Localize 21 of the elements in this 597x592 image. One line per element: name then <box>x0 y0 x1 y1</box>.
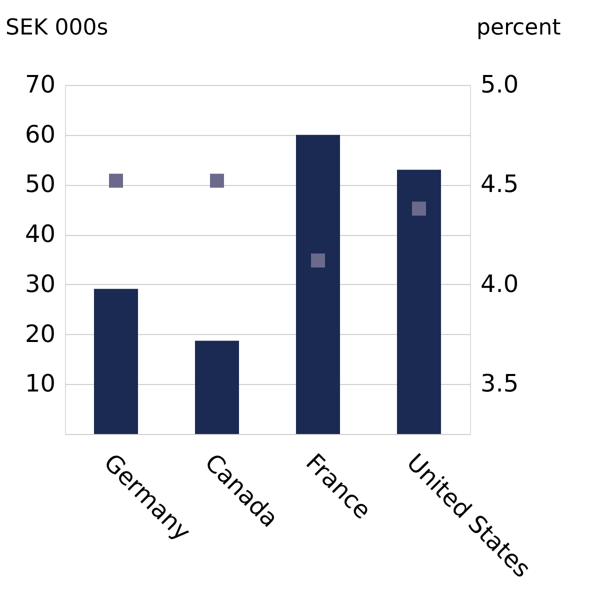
y2-tick-label: 4.5 <box>480 170 519 198</box>
y-tick-label: 20 <box>24 320 56 348</box>
point <box>311 253 325 268</box>
y-axis-title: SEK 000s <box>6 16 108 40</box>
y-tick-label: 50 <box>24 170 56 198</box>
y-tick-label: 40 <box>24 220 56 248</box>
bar <box>296 134 340 434</box>
bar <box>94 288 138 434</box>
y-tick-label: 70 <box>24 70 56 98</box>
bar <box>195 340 239 434</box>
point <box>210 174 224 188</box>
y-tick-label: 10 <box>24 370 56 398</box>
y2-tick-label: 5.0 <box>480 70 519 98</box>
point <box>109 174 124 188</box>
bar <box>396 170 441 434</box>
point <box>412 202 426 216</box>
y-tick-label: 60 <box>24 120 56 148</box>
y2-tick-label: 4.0 <box>480 270 519 298</box>
y2-tick-label: 3.5 <box>480 370 519 398</box>
y2-axis-title: percent <box>476 16 562 40</box>
y-tick-label: 30 <box>24 270 56 298</box>
